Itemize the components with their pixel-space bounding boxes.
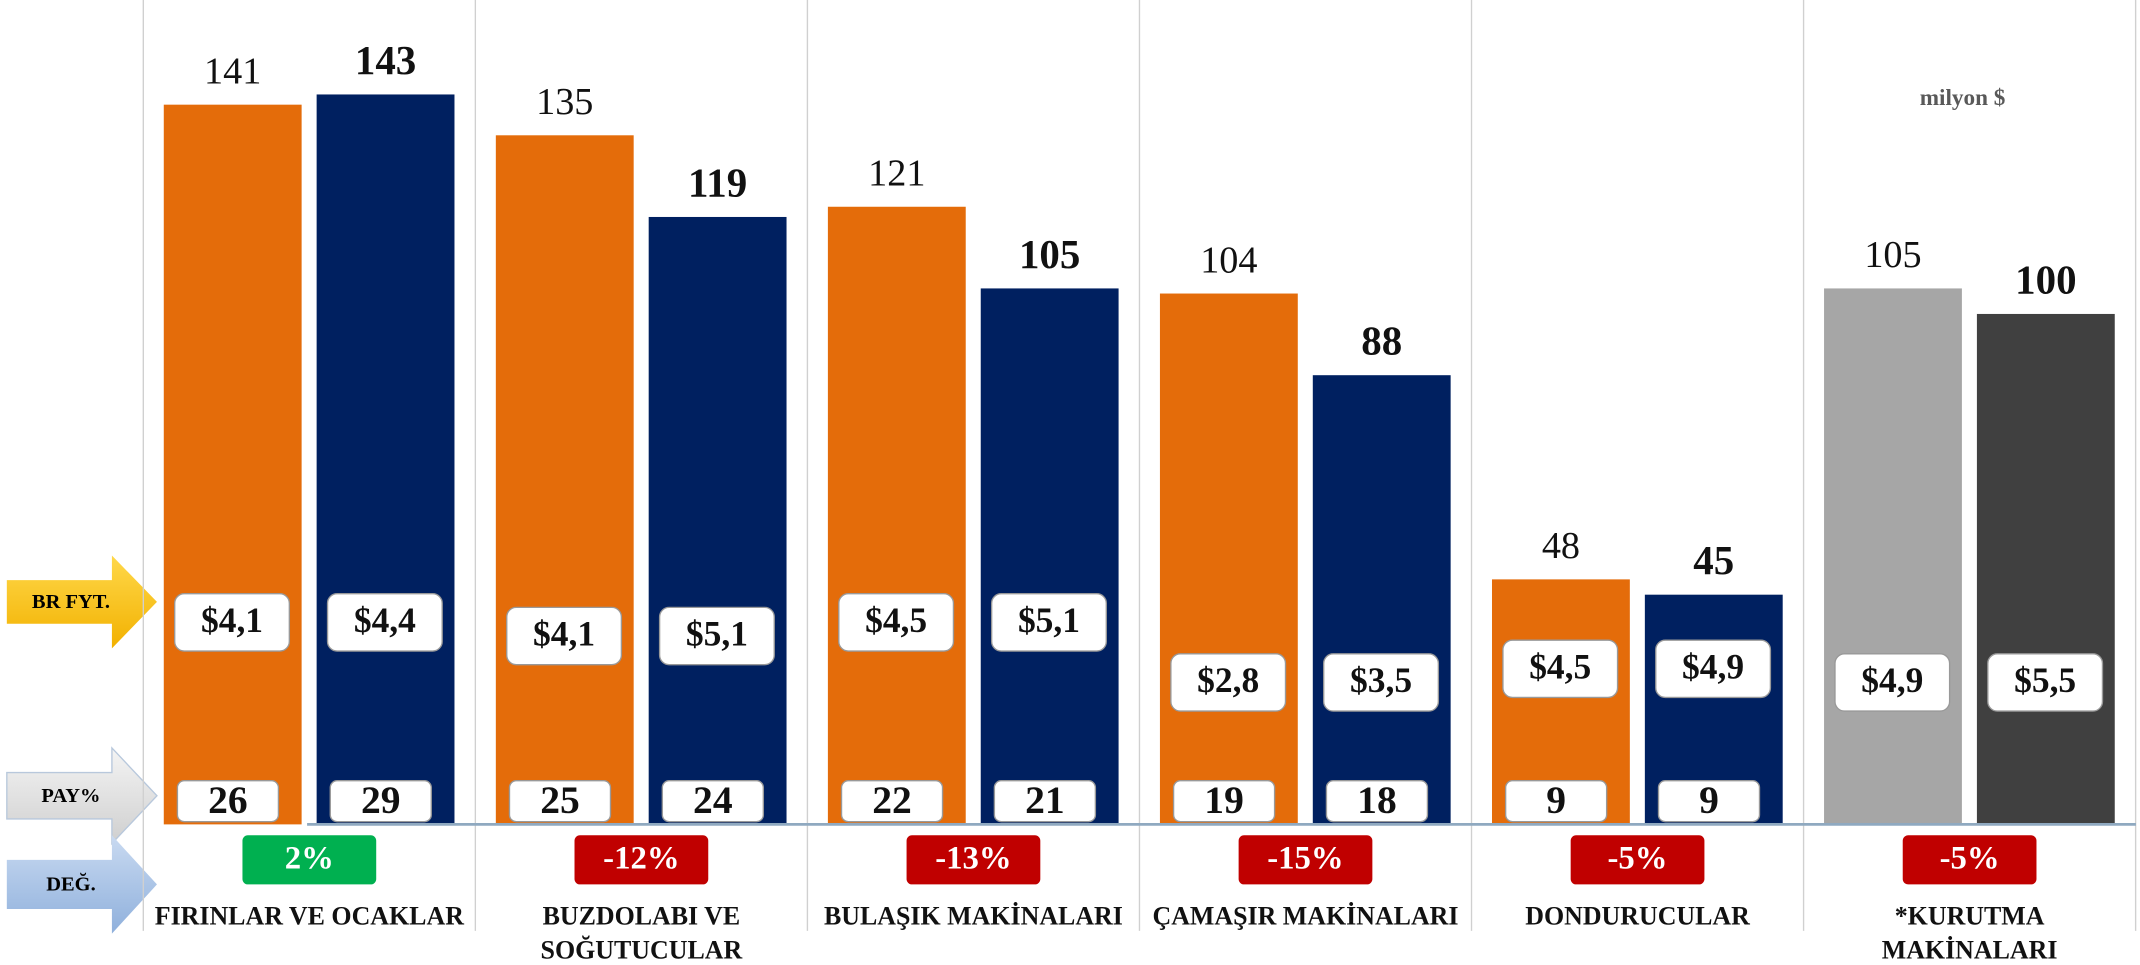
share-box: [508, 780, 612, 823]
value-label: 45: [1693, 538, 1734, 583]
change-label: 2%: [285, 841, 334, 877]
bar: [316, 94, 455, 825]
change-box: [242, 835, 377, 885]
value-label: 119: [688, 160, 747, 205]
category-label: DONDURUCULAR: [1525, 902, 1750, 931]
bar: [495, 135, 634, 825]
category-label: BUZDOLABI VE: [543, 902, 741, 931]
value-label: 105: [1019, 232, 1080, 277]
price-label: $4,5: [865, 600, 927, 640]
price-label: $4,1: [533, 614, 595, 654]
price-label: $5,5: [2014, 660, 2076, 700]
category-label: *KURUTMA: [1895, 902, 2045, 931]
price-box: [1834, 653, 1951, 712]
price-label: $4,5: [1529, 646, 1591, 686]
share-label: 9: [1546, 778, 1566, 822]
change-label: -12%: [603, 841, 679, 877]
price-box: [658, 606, 775, 666]
price-arrow: [6, 555, 157, 649]
share-label: 9: [1699, 778, 1719, 822]
bar: [1159, 293, 1298, 825]
bar: [980, 288, 1119, 825]
value-label: 121: [868, 152, 925, 194]
price-box: [1655, 639, 1772, 699]
change-box: [574, 835, 709, 885]
change-label: -15%: [1267, 841, 1343, 877]
share-box: [1172, 780, 1276, 823]
bar: [1824, 288, 1962, 825]
change-box: [1902, 835, 2037, 885]
share-box: [1504, 780, 1608, 823]
value-label: 105: [1864, 234, 1921, 276]
price-box: [990, 593, 1107, 652]
price-box: [1987, 653, 2104, 712]
bar: [1312, 375, 1451, 825]
change-label: -5%: [1940, 841, 2000, 877]
price-box: [326, 593, 443, 652]
price-box: [174, 593, 291, 652]
price-box: [838, 593, 955, 652]
share-label: 18: [1357, 778, 1397, 822]
price-label: $4,9: [1682, 646, 1744, 686]
value-label: 88: [1361, 319, 1402, 364]
value-label: 135: [536, 81, 593, 123]
price-box: [1502, 639, 1619, 699]
share-box: [1325, 780, 1429, 823]
change-label: -13%: [935, 841, 1011, 877]
unit-annotation: milyon $: [1920, 85, 2006, 111]
change-box: [1570, 835, 1705, 885]
bar: [163, 104, 302, 825]
category-label: ÇAMAŞIR MAKİNALARI: [1152, 902, 1458, 931]
share-box: [1657, 780, 1761, 823]
value-label: 104: [1200, 239, 1257, 281]
share-label: 26: [208, 778, 248, 822]
category-label: MAKİNALARI: [1882, 936, 2058, 965]
share-label: 22: [872, 778, 912, 822]
change-arrow: [6, 835, 157, 934]
bar: [1976, 313, 2115, 825]
share-arrow: [6, 746, 158, 846]
category-label: SOĞUTUCULAR: [541, 936, 743, 965]
share-box: [329, 780, 432, 823]
share-box: [993, 780, 1097, 823]
share-label: 29: [361, 778, 401, 822]
share-box: [840, 780, 944, 823]
value-label: 141: [204, 50, 261, 92]
value-label: 100: [2015, 257, 2076, 302]
price-label: $4,9: [1861, 660, 1923, 700]
price-box: [1170, 653, 1287, 712]
price-label: $4,1: [201, 600, 263, 640]
share-label: 25: [540, 778, 580, 822]
bar: [648, 216, 787, 825]
change-label: -5%: [1608, 841, 1668, 877]
category-label: BULAŞIK MAKİNALARI: [824, 902, 1123, 931]
share-row-label: PAY%: [41, 785, 100, 807]
change-box: [1238, 835, 1373, 885]
price-box: [506, 606, 623, 666]
share-label: 24: [693, 778, 733, 822]
share-label: 21: [1025, 778, 1065, 822]
change-box: [906, 835, 1041, 885]
bar: [827, 206, 966, 825]
price-label: $3,5: [1350, 660, 1412, 700]
change-row-label: DEĞ.: [46, 872, 95, 896]
share-box: [661, 780, 765, 823]
value-label: 48: [1542, 525, 1580, 567]
price-label: $5,1: [686, 614, 748, 654]
price-row-label: BR FYT.: [32, 591, 110, 613]
share-label: 19: [1204, 778, 1244, 822]
value-label: 143: [355, 38, 416, 83]
price-box: [1323, 653, 1440, 712]
share-box: [176, 780, 280, 823]
price-label: $2,8: [1197, 660, 1259, 700]
price-label: $5,1: [1018, 600, 1080, 640]
price-label: $4,4: [354, 600, 416, 640]
category-label: FIRINLAR VE OCAKLAR: [155, 902, 464, 931]
